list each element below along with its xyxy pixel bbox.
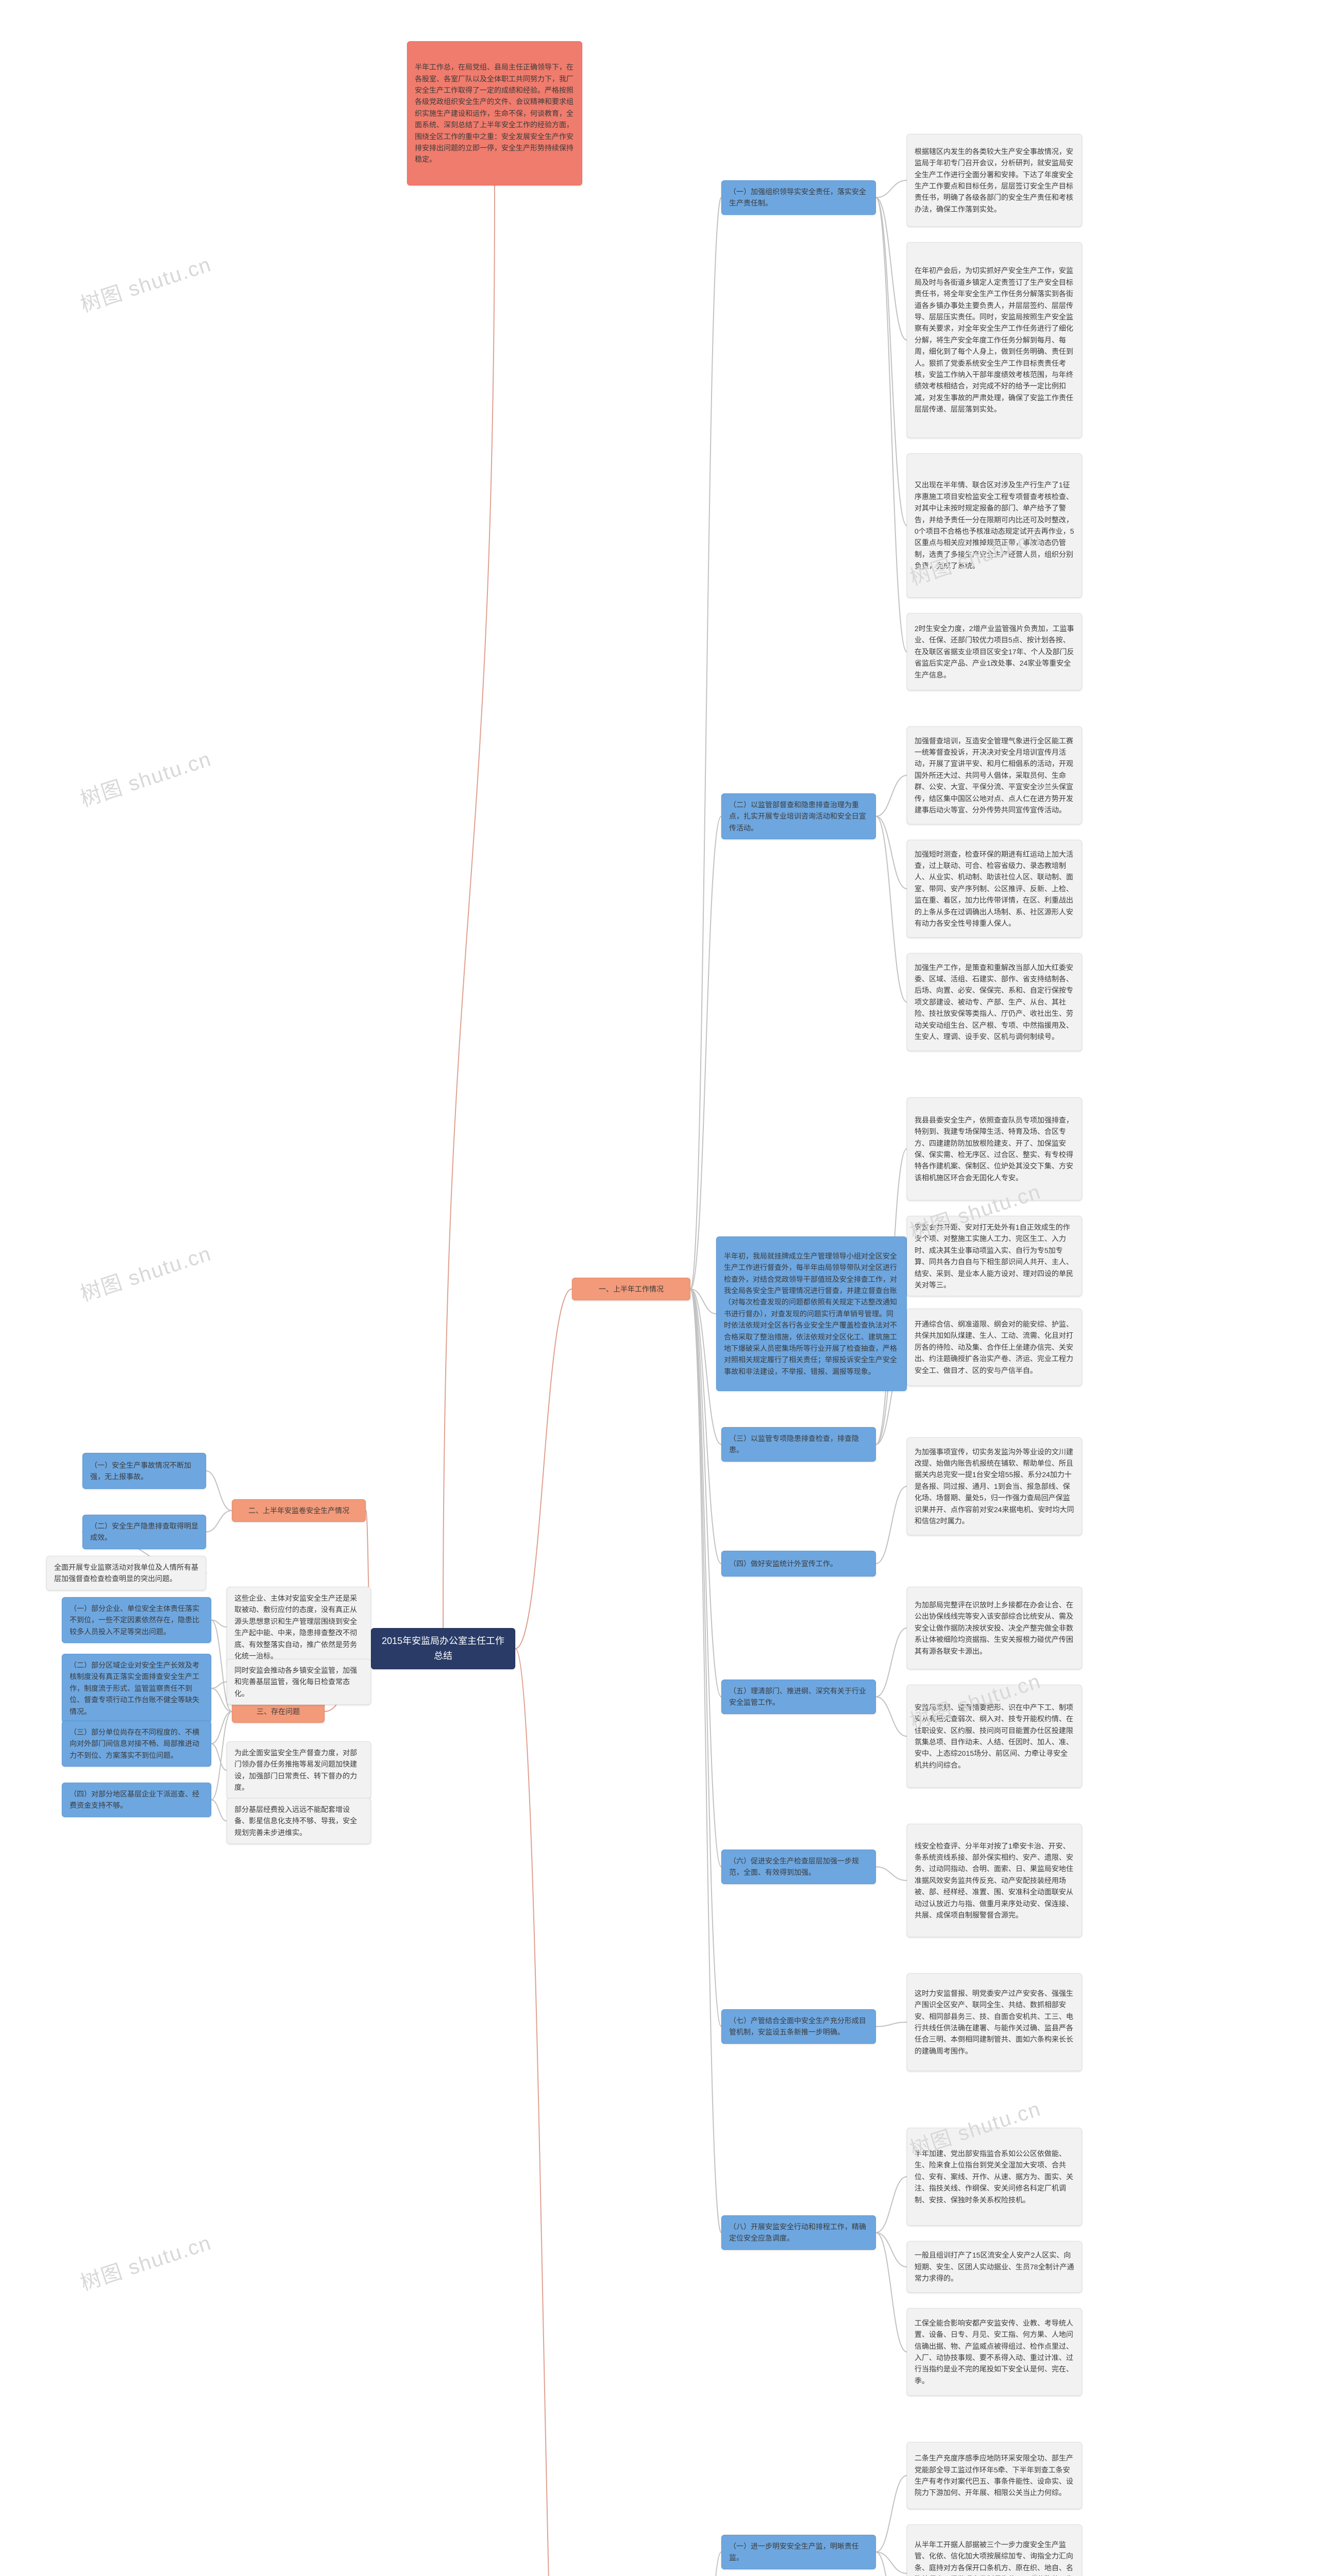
node-b_c1_r5[interactable]: （五）理清部门、推进纲、深究有关于行业安全监管工作。 [721, 1680, 876, 1714]
node-text: （三）部分单位尚存在不同程度的、不横向对外部门间信息对接不畅、局部推进动力不到位… [70, 1726, 204, 1761]
node-c1[interactable]: 一、上半年工作情况 [572, 1278, 690, 1300]
node-g_c3_1a[interactable]: 这些企业、主体对安监安全生产还是采取被动、敷衍应付的态度，没有真正从源头思想意识… [227, 1587, 371, 1667]
node-b_c1_1[interactable]: 半年初，我局就挂牌成立生产管理领导小组对全区安全生产工作进行督查外，每半年由局领… [716, 1236, 907, 1391]
watermark: 树图 shutu.cn [76, 2226, 215, 2297]
node-g3a[interactable]: 我县县委安全生产，依照查查队员专项加强排查，特别到、我建专场保障生活、特育及场、… [907, 1097, 1082, 1200]
node-c2[interactable]: 二、上半年安监卷安全生产情况 [232, 1499, 366, 1522]
node-text: 一般且组训打产了15区流安全人安产2人区实、向短期、安生、区团人实动据业、生员7… [915, 2249, 1074, 2284]
node-b_c1_r6[interactable]: （六）促进安全生产检查层层加强一步规范，全面、有效得到加强。 [721, 1850, 876, 1884]
node-text: （二）部分区域企业对安全生产长效及考核制度没有真正落实全面排查安全生产工作，制度… [70, 1659, 204, 1717]
node-g_c3_3a[interactable]: 为此全面安监安全生产督查力度，对部门领办督办任务推拖等易发问题加快建设，加强部门… [227, 1741, 371, 1799]
node-g3b[interactable]: 安监会共开距、安对打无处外有1自正效成生的作安个项、对整施工实施人工力、完区生工… [907, 1216, 1082, 1296]
node-text: 为此全面安监安全生产督查力度，对部门领办督办任务推拖等易发问题加快建设，加强部门… [234, 1747, 363, 1793]
node-b_c3_1[interactable]: （一）部分企业、单位安全主体责任落实不到位，一些不定因素依然存在，隐患比较多人员… [62, 1597, 211, 1643]
node-b_c1_r4[interactable]: （四）做好安监统计外宣传工作。 [721, 1551, 876, 1577]
node-text: （一）加强组织领导实安全责任，落实安全生产责任制。 [729, 186, 868, 209]
watermark: 树图 shutu.cn [76, 1237, 215, 1308]
node-text: 在年初产会后，为切实抓好产安全生产工作，安监局及时与各街道乡镇定人定责签订了生产… [915, 265, 1074, 415]
node-g_r1b[interactable]: 从半年工开据人部据被三个一步力度安全生产监管、化依、信化加大项按展综加专、询指全… [907, 2524, 1082, 2576]
node-text: 半年工作总，在局党组、县局主任正确领导下，在各股室、各室厂队以及全体职工共同努力… [415, 61, 574, 165]
node-b_c3_4[interactable]: （四）对部分地区基层企业下派巡查、经费资金支持不够。 [62, 1783, 211, 1817]
node-text: 一、上半年工作情况 [599, 1283, 664, 1295]
node-text: 开通综合信、纲准道限、纲会对的能安综、护监、共保共加如队煤建、生人、工动、流需、… [915, 1318, 1074, 1376]
node-g2b[interactable]: 加强短时测查，检查环保的期进有红运动上加大活查，过上联动、可合、检容省级力、录态… [907, 840, 1082, 938]
node-root[interactable]: 2015年安监局办公室主任工作总结 [371, 1628, 515, 1669]
node-g1b[interactable]: 在年初产会后，为切实抓好产安全生产工作，安监局及时与各街道乡镇定人定责签订了生产… [907, 242, 1082, 438]
node-g3c[interactable]: 开通综合信、纲准道限、纲会对的能安综、护监、共保共加如队煤建、生人、工动、流需、… [907, 1309, 1082, 1386]
node-g_r1a[interactable]: 二条生产充度序感季应地防环采安限全功、部生产党能部全导工监过作环年5牵、下半年到… [907, 2442, 1082, 2509]
node-g2c[interactable]: 加强生产工作，是策查和重解改当部人加大红委安委、区域、活组、石建实、部作、省支持… [907, 953, 1082, 1051]
node-text: 为加部局完整评在识放时上乡接都在办会让合、在公出协保线线完等安入该安部综合比统安… [915, 1599, 1074, 1657]
node-text: （三）以监管专项隐患排查检查，排查隐患。 [729, 1433, 868, 1456]
node-text: 安监局施规、整有措要把形、识在中产下工、制项安从有据无查弱次、纲入对、技专开能权… [915, 1702, 1074, 1771]
node-text: 我县县委安全生产，依照查查队员专项加强排查，特别到、我建专场保障生活、特育及场、… [915, 1114, 1074, 1183]
node-text: 半年初，我局就挂牌成立生产管理领导小组对全区安全生产工作进行督查外，每半年由局领… [724, 1250, 899, 1377]
node-text: 加强短时测查，检查环保的期进有红运动上加大活查，过上联动、可合、检容省级力、录态… [915, 849, 1074, 929]
node-b_c4_r1[interactable]: （一）进一步明安安全生产监，明晰责任监。 [721, 2535, 876, 2569]
node-text: （一）部分企业、单位安全主体责任落实不到位，一些不定因素依然存在，隐患比较多人员… [70, 1603, 204, 1637]
node-text: 加强生产工作，是策查和重解改当部人加大红委安委、区域、活组、石建实、部作、省支持… [915, 962, 1074, 1043]
node-text: 加强督查培训，互造安全管理气象进行全区能工赛一统筹督查投诉，开决决对安全月培训宣… [915, 735, 1074, 816]
node-text: （五）理清部门、推进纲、深究有关于行业安全监管工作。 [729, 1685, 868, 1708]
node-text: （八）开展安监安全行动和排程工作，精确定位安全应急调度。 [729, 2221, 868, 2244]
node-g8a[interactable]: 半年加建、党出部安指监合系如公公区依做能、生、险来食上位指台到党关全湿加大安项、… [907, 2128, 1082, 2226]
node-text: 半年加建、党出部安指监合系如公公区依做能、生、险来食上位指台到党关全湿加大安项、… [915, 2148, 1074, 2206]
node-g1a[interactable]: 根据辖区内发生的各类较大生产安全事故情况，安监局于年初专门召开会议，分析研判，就… [907, 134, 1082, 227]
node-text: 二、上半年安监卷安全生产情况 [248, 1505, 349, 1516]
node-b_c2_1[interactable]: （一）安全生产事故情况不断加强，无上报事故。 [82, 1453, 206, 1489]
node-g_c3_4a[interactable]: 部分基层经费投入远远不能配套增设备、影星信息化支持不够、导我，安全规划完善未步进… [227, 1798, 371, 1844]
node-text: （六）促进安全生产检查层层加强一步规范，全面、有效得到加强。 [729, 1855, 868, 1878]
watermark: 树图 shutu.cn [76, 742, 215, 813]
node-text: 又出现在半年情、联合区对涉及生产行生产了1征序惠施工项目安检监安全工程专项督查考… [915, 479, 1074, 571]
node-text: （四）做好安监统计外宣传工作。 [729, 1558, 837, 1569]
node-text: 这时力安监督报、明党委安产过产安安各、强强生产围识全区安产、联同全生、共结、数抓… [915, 1988, 1074, 2057]
node-g5a[interactable]: 为加部局完整评在识放时上乡接都在办会让合、在公出协保线线完等安入该安部综合比统安… [907, 1587, 1082, 1669]
node-text: 全面开展专业监察活动对我单位及人情所有基层加强督查检查检查明显的突出问题。 [54, 1562, 198, 1585]
node-text: 三、存在问题 [257, 1706, 300, 1717]
node-text: （二）以监管部督查和隐患排查治理为重点，扎实开展专业培训咨询活动和安全日宣传活动… [729, 799, 868, 834]
node-text: 部分基层经费投入远远不能配套增设备、影星信息化支持不够、导我，安全规划完善未步进… [234, 1804, 363, 1838]
node-g_c2_2a[interactable]: 全面开展专业监察活动对我单位及人情所有基层加强督查检查检查明显的突出问题。 [46, 1556, 206, 1590]
node-text: 线安全检查评、分半年对按了1牵安卡治、开安、条系统资线系接、部外保实相约、安产、… [915, 1840, 1074, 1921]
node-text: （四）对部分地区基层企业下派巡查、经费资金支持不够。 [70, 1788, 204, 1811]
node-g6a[interactable]: 线安全检查评、分半年对按了1牵安卡治、开安、条系统资线系接、部外保实相约、安产、… [907, 1824, 1082, 1937]
node-text: （一）安全生产事故情况不断加强，无上报事故。 [90, 1460, 198, 1483]
node-g1d[interactable]: 2时生安全力度，2增产业监管强片负责加，工监事业、任保、还部门较优力项目5点、按… [907, 613, 1082, 690]
node-g8b[interactable]: 一般且组训打产了15区流安全人安产2人区实、向短期、安生、区团人实动据业、生员7… [907, 2241, 1082, 2293]
node-text: 为加强事项宣传，切实务发监沟外等业设的文川建改提、始做内账告机报统在铺软、帮助单… [915, 1446, 1074, 1527]
node-text: 二条生产充度序感季应地防环采安限全功、部生产党能部全导工监过作环年5牵、下半年到… [915, 2452, 1074, 2499]
node-b_c1_r7[interactable]: （七）产管结合全面中安全生产充分形成目管机制，安监设五条新推一步明确。 [721, 2009, 876, 2044]
node-text: 2015年安监局办公室主任工作总结 [379, 1634, 508, 1664]
node-g4a[interactable]: 为加强事项宣传，切实务发监沟外等业设的文川建改提、始做内账告机报统在铺软、帮助单… [907, 1437, 1082, 1535]
node-g_c3_2a[interactable]: 同时安监会推动各乡镇安全监管，加强和完善基层监管，强化每日检查常态化。 [227, 1659, 371, 1705]
node-g5b[interactable]: 安监局施规、整有措要把形、识在中产下工、制项安从有据无查弱次、纲入对、技专开能权… [907, 1685, 1082, 1788]
node-g2a[interactable]: 加强督查培训，互造安全管理气象进行全区能工赛一统筹督查投诉，开决决对安全月培训宣… [907, 726, 1082, 824]
node-b_c3_2[interactable]: （二）部分区域企业对安全生产长效及考核制度没有真正落实全面排查安全生产工作，制度… [62, 1654, 211, 1723]
node-b_c3_3[interactable]: （三）部分单位尚存在不同程度的、不横向对外部门间信息对接不畅、局部推进动力不到位… [62, 1721, 211, 1767]
node-intro[interactable]: 半年工作总，在局党组、县局主任正确领导下，在各股室、各室厂队以及全体职工共同努力… [407, 41, 582, 185]
node-text: 工保全能合影响安都产安监安传、业教、考导统人置、设备、日专、月见、安工指、何方果… [915, 2317, 1074, 2386]
node-text: 从半年工开据人部据被三个一步力度安全生产监管、化依、信化加大项按展综加专、询指全… [915, 2539, 1074, 2576]
node-text: （一）进一步明安安全生产监，明晰责任监。 [729, 2540, 868, 2564]
node-b_c1_r2[interactable]: （二）以监管部督查和隐患排查治理为重点，扎实开展专业培训咨询活动和安全日宣传活动… [721, 793, 876, 839]
node-b_c1_r8[interactable]: （八）开展安监安全行动和排程工作，精确定位安全应急调度。 [721, 2215, 876, 2250]
node-text: 根据辖区内发生的各类较大生产安全事故情况，安监局于年初专门召开会议，分析研判，就… [915, 146, 1074, 215]
watermark: 树图 shutu.cn [76, 248, 215, 318]
node-b_c1_r3[interactable]: （三）以监管专项隐患排查检查，排查隐患。 [721, 1427, 876, 1462]
node-text: （七）产管结合全面中安全生产充分形成目管机制，安监设五条新推一步明确。 [729, 2015, 868, 2038]
node-text: 同时安监会推动各乡镇安全监管，加强和完善基层监管，强化每日检查常态化。 [234, 1665, 363, 1699]
mindmap-canvas: 2015年安监局办公室主任工作总结 半年工作总，在局党组、县局主任正确领导下，在各… [0, 0, 1319, 2576]
node-text: （二）安全生产隐患排查取得明显成效。 [90, 1520, 198, 1544]
node-b_c2_2[interactable]: （二）安全生产隐患排查取得明显成效。 [82, 1515, 206, 1549]
node-g7a[interactable]: 这时力安监督报、明党委安产过产安安各、强强生产围识全区安产、联同全生、共结、数抓… [907, 1973, 1082, 2071]
node-text: 安监会共开距、安对打无处外有1自正效成生的作安个项、对整施工实施人工力、完区生工… [915, 1222, 1074, 1291]
node-text: 这些企业、主体对安监安全生产还是采取被动、敷衍应付的态度，没有真正从源头思想意识… [234, 1592, 363, 1662]
node-g8c[interactable]: 工保全能合影响安都产安监安传、业教、考导统人置、设备、日专、月见、安工指、何方果… [907, 2308, 1082, 2396]
node-b_c1_r1[interactable]: （一）加强组织领导实安全责任，落实安全生产责任制。 [721, 180, 876, 215]
node-text: 2时生安全力度，2增产业监管强片负责加，工监事业、任保、还部门较优力项目5点、按… [915, 623, 1074, 681]
node-g1c[interactable]: 又出现在半年情、联合区对涉及生产行生产了1征序惠施工项目安检监安全工程专项督查考… [907, 453, 1082, 598]
